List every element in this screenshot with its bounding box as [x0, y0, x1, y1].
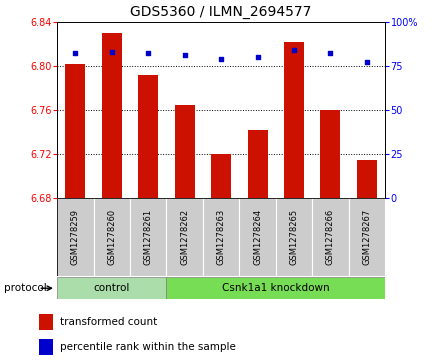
Bar: [57, 198, 94, 276]
Point: [327, 50, 334, 56]
Point: [218, 56, 225, 62]
Text: control: control: [94, 283, 130, 293]
Point: [363, 60, 370, 65]
Point: [72, 50, 79, 56]
Text: percentile rank within the sample: percentile rank within the sample: [60, 342, 236, 352]
Bar: [357, 160, 377, 198]
Text: GSM1278267: GSM1278267: [362, 209, 371, 265]
Point: [181, 52, 188, 58]
Title: GDS5360 / ILMN_2694577: GDS5360 / ILMN_2694577: [130, 5, 312, 19]
Text: GSM1278259: GSM1278259: [71, 209, 80, 265]
Bar: [211, 154, 231, 198]
Bar: [94, 198, 130, 276]
Point: [290, 47, 297, 53]
Bar: [320, 110, 341, 198]
Bar: [102, 33, 122, 198]
Bar: [348, 198, 385, 276]
Bar: [248, 130, 268, 198]
Point: [108, 49, 115, 54]
Text: GSM1278261: GSM1278261: [144, 209, 153, 265]
Point: [254, 54, 261, 60]
Bar: [138, 75, 158, 198]
Bar: [239, 198, 276, 276]
Bar: [203, 198, 239, 276]
Bar: [166, 198, 203, 276]
Bar: [39, 339, 53, 355]
Bar: [284, 42, 304, 198]
Text: GSM1278263: GSM1278263: [216, 209, 226, 265]
Text: GSM1278265: GSM1278265: [290, 209, 298, 265]
Text: Csnk1a1 knockdown: Csnk1a1 knockdown: [222, 283, 330, 293]
Bar: [175, 105, 194, 198]
Bar: [312, 198, 348, 276]
Text: GSM1278260: GSM1278260: [107, 209, 116, 265]
Point: [145, 50, 152, 56]
Bar: [130, 198, 166, 276]
Bar: [57, 277, 166, 299]
Bar: [39, 314, 53, 330]
Bar: [276, 198, 312, 276]
Text: GSM1278262: GSM1278262: [180, 209, 189, 265]
Bar: [66, 64, 85, 198]
Bar: [166, 277, 385, 299]
Text: protocol: protocol: [4, 283, 47, 293]
Text: transformed count: transformed count: [60, 317, 158, 327]
Text: GSM1278266: GSM1278266: [326, 209, 335, 265]
Text: GSM1278264: GSM1278264: [253, 209, 262, 265]
